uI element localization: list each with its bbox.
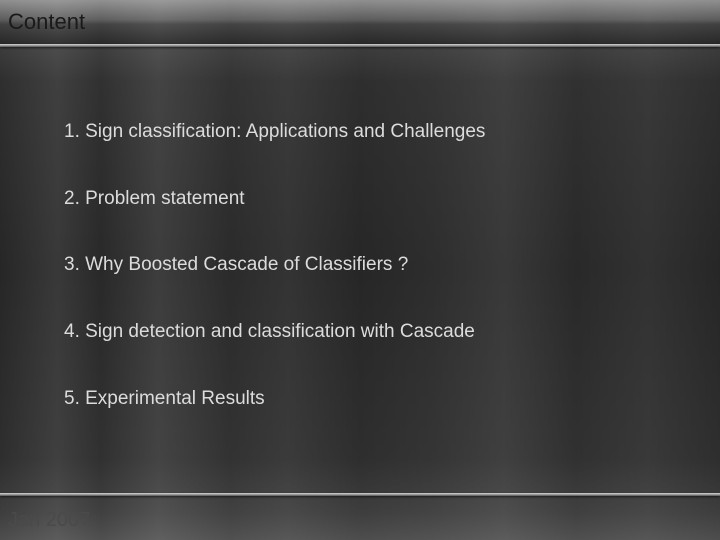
list-item: 4. Sign detection and classification wit… <box>64 320 680 345</box>
divider-bottom <box>0 493 720 496</box>
list-item: 2. Problem statement <box>64 187 680 212</box>
title-bar: Content <box>0 0 720 44</box>
slide-title: Content <box>8 9 85 35</box>
list-item: 3. Why Boosted Cascade of Classifiers ? <box>64 253 680 278</box>
list-item: 5. Experimental Results <box>64 387 680 412</box>
list-item: 1. Sign classification: Applications and… <box>64 120 680 145</box>
content-list: 1. Sign classification: Applications and… <box>64 120 680 453</box>
divider-top <box>0 44 720 47</box>
footer-date: Jan 2007 <box>8 509 90 532</box>
